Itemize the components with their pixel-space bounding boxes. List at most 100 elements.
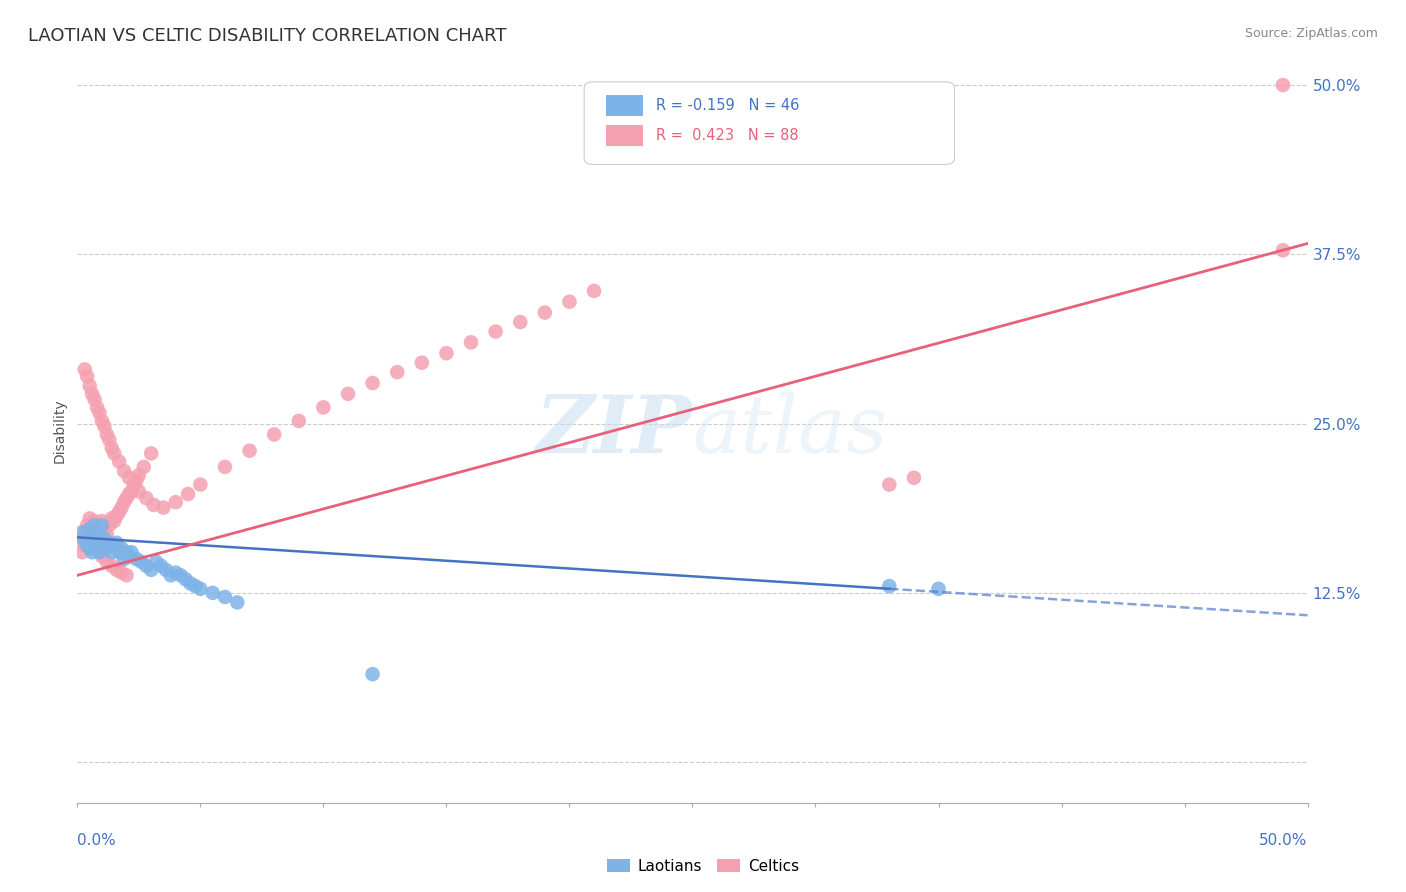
Point <box>82 527 104 541</box>
Point <box>89 545 111 559</box>
Point <box>125 552 148 566</box>
Point <box>226 595 249 609</box>
Point <box>118 471 141 485</box>
Point <box>111 541 132 556</box>
Point <box>214 459 236 474</box>
Point <box>83 518 105 533</box>
Point <box>83 392 105 407</box>
Point <box>101 558 124 573</box>
Text: LAOTIAN VS CELTIC DISABILITY CORRELATION CHART: LAOTIAN VS CELTIC DISABILITY CORRELATION… <box>28 27 506 45</box>
Point <box>108 545 131 559</box>
Point <box>160 568 183 582</box>
Point <box>79 378 101 392</box>
Point <box>111 500 132 515</box>
Point <box>188 477 212 491</box>
Point <box>288 414 311 428</box>
Point <box>103 446 125 460</box>
Point <box>83 536 105 550</box>
Point <box>155 563 177 577</box>
Point <box>90 549 114 564</box>
Point <box>86 541 108 556</box>
Point <box>98 518 121 533</box>
Point <box>108 505 131 519</box>
Text: R =  0.423   N = 88: R = 0.423 N = 88 <box>655 128 799 143</box>
Point <box>436 346 458 360</box>
Y-axis label: Disability: Disability <box>52 398 66 463</box>
Point <box>152 500 174 515</box>
Point <box>112 552 135 566</box>
Point <box>105 508 128 523</box>
Point <box>558 294 581 309</box>
Point <box>115 491 138 505</box>
Point <box>86 518 108 533</box>
Point <box>337 387 360 401</box>
Point <box>70 532 93 546</box>
Point <box>188 582 212 596</box>
Point <box>118 549 141 564</box>
Point <box>70 524 93 539</box>
Point <box>141 563 163 577</box>
Point <box>1272 78 1295 92</box>
Text: 50.0%: 50.0% <box>1260 832 1308 847</box>
Point <box>76 539 98 553</box>
Point <box>90 532 114 546</box>
Point <box>460 335 482 350</box>
Point <box>129 555 153 569</box>
Text: ZIP: ZIP <box>536 392 693 469</box>
Point <box>121 484 143 499</box>
Point <box>103 539 125 553</box>
Point <box>89 406 111 420</box>
Point <box>118 487 141 501</box>
Point <box>361 376 384 390</box>
Point <box>879 579 901 593</box>
Point <box>583 284 606 298</box>
Point <box>82 545 104 559</box>
Point <box>86 401 108 415</box>
Bar <box>606 95 644 116</box>
Point <box>101 511 124 525</box>
Text: R = -0.159   N = 46: R = -0.159 N = 46 <box>655 98 799 113</box>
Point <box>180 576 202 591</box>
Point <box>79 522 101 536</box>
Point <box>361 667 384 681</box>
Point <box>485 325 508 339</box>
Point <box>79 511 101 525</box>
Point <box>105 563 128 577</box>
Point <box>105 536 128 550</box>
Point <box>115 568 138 582</box>
Point <box>201 586 224 600</box>
Point <box>73 362 96 376</box>
Point <box>83 536 105 550</box>
Point <box>879 477 901 491</box>
Point <box>1272 244 1295 258</box>
Point <box>79 541 101 556</box>
Point <box>89 545 111 559</box>
Text: atlas: atlas <box>693 392 887 469</box>
Point <box>98 536 121 550</box>
Point <box>115 545 138 559</box>
Point <box>385 365 409 379</box>
Point <box>90 539 114 553</box>
Point <box>112 464 135 478</box>
Point <box>86 527 108 541</box>
Point <box>89 527 111 541</box>
Point <box>128 468 150 483</box>
Point <box>150 558 173 573</box>
Point <box>76 369 98 384</box>
Point <box>903 471 925 485</box>
Point <box>101 441 124 455</box>
Point <box>239 443 262 458</box>
Point <box>928 582 950 596</box>
Point <box>312 401 335 415</box>
Point <box>145 555 167 569</box>
Point <box>76 536 98 550</box>
Point <box>132 459 155 474</box>
Point <box>170 568 193 582</box>
Point <box>96 527 118 541</box>
Point <box>96 555 118 569</box>
Point <box>82 522 104 536</box>
Point <box>103 514 125 528</box>
Point <box>165 495 187 509</box>
Point <box>96 427 118 442</box>
Point <box>76 518 98 533</box>
